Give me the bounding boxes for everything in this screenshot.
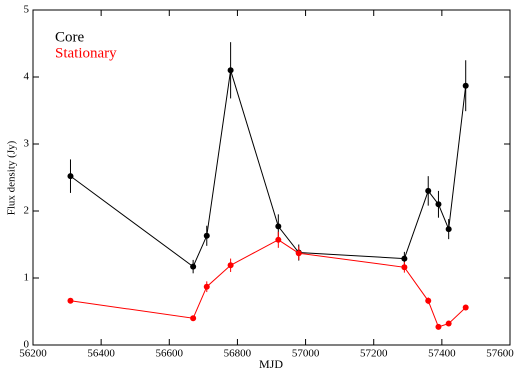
data-point xyxy=(227,262,234,269)
data-point xyxy=(462,82,469,89)
legend-label: Stationary xyxy=(55,45,117,61)
data-point xyxy=(425,187,432,194)
x-tick-label: 57200 xyxy=(360,348,388,360)
x-tick-label: 56400 xyxy=(87,348,115,360)
x-tick-label: 57600 xyxy=(486,348,514,360)
data-point xyxy=(227,67,234,74)
data-point xyxy=(190,263,197,270)
series-line xyxy=(70,70,467,268)
data-point xyxy=(203,232,210,239)
data-point xyxy=(295,250,302,257)
legend-label: Core xyxy=(55,29,85,45)
y-tick-label: 5 xyxy=(24,4,30,16)
y-tick-label: 1 xyxy=(24,272,30,284)
x-tick-label: 56600 xyxy=(156,348,184,360)
plot-frame xyxy=(32,9,511,346)
x-axis-label: MJD xyxy=(259,357,283,369)
y-axis-label: Flux density (Jy) xyxy=(6,140,18,215)
data-point xyxy=(401,255,408,262)
data-point xyxy=(275,223,282,230)
x-tick-label: 57000 xyxy=(292,348,320,360)
x-tick-label: 56200 xyxy=(19,348,47,360)
y-tick-label: 4 xyxy=(24,71,30,83)
y-tick-label: 3 xyxy=(24,138,30,150)
data-point xyxy=(67,173,74,180)
x-tick-label: 57400 xyxy=(428,348,456,360)
data-point xyxy=(67,297,74,304)
data-point xyxy=(445,320,452,327)
data-point xyxy=(401,264,408,271)
data-point xyxy=(435,323,442,330)
data-point xyxy=(445,226,452,233)
data-point xyxy=(275,236,282,243)
data-point xyxy=(425,297,432,304)
x-tick-label: 56800 xyxy=(224,348,252,360)
data-point xyxy=(203,283,210,290)
y-tick-label: 0 xyxy=(24,339,30,351)
data-point xyxy=(190,315,197,322)
data-point xyxy=(462,304,469,311)
data-point xyxy=(435,201,442,208)
y-tick-label: 2 xyxy=(24,205,30,217)
